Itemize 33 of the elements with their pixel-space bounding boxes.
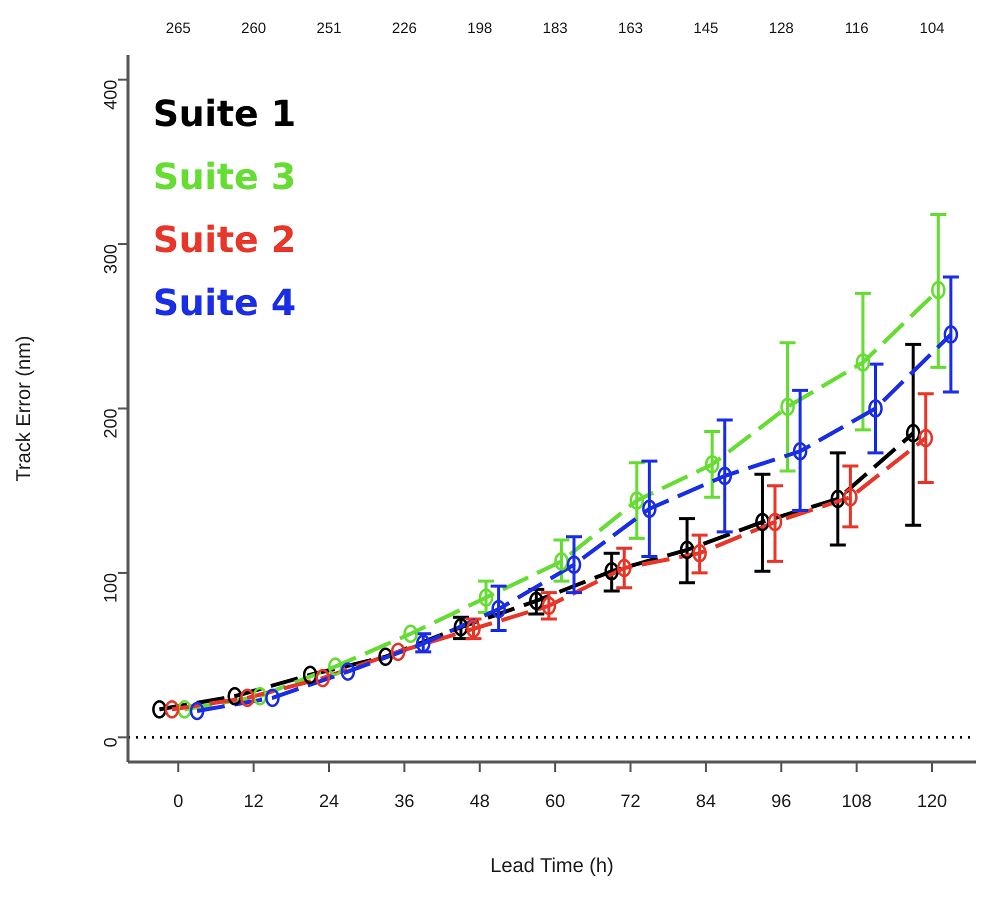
text: 260: [241, 20, 266, 37]
text: 145: [693, 20, 718, 37]
x-tick-label: 84: [696, 790, 716, 811]
x-tick-label: 120: [917, 790, 948, 811]
text: 251: [316, 20, 342, 37]
y-tick-label: 0: [100, 737, 120, 748]
text: Suite 4: [153, 282, 296, 326]
y-axis-title: Track Error (nm): [13, 336, 36, 482]
text: 104: [920, 20, 945, 37]
x-tick-label: 36: [394, 790, 414, 811]
x-tick-label: 72: [620, 790, 641, 811]
text: 226: [392, 20, 417, 37]
text: 116: [844, 20, 869, 37]
x-tick-label: 96: [771, 790, 792, 811]
y-tick-label: 100: [100, 572, 120, 603]
y-tick-label: 200: [100, 408, 120, 439]
text: Suite 3: [153, 156, 296, 200]
text: Suite 1: [153, 93, 296, 137]
text: 198: [467, 20, 492, 37]
x-tick-label: 108: [842, 790, 872, 811]
text: 183: [542, 20, 568, 37]
text: 128: [768, 20, 794, 37]
text: Suite 2: [153, 219, 296, 263]
text: 163: [618, 20, 644, 37]
y-tick-label: 400: [100, 80, 120, 110]
x-tick-label: 48: [470, 790, 490, 811]
x-axis-title: Lead Time (h): [490, 855, 614, 877]
text: 265: [166, 20, 191, 37]
x-tick-label: 60: [545, 790, 566, 811]
x-tick-label: 24: [318, 790, 340, 811]
y-tick-label: 300: [100, 244, 120, 274]
x-tick-label: 0: [173, 790, 184, 811]
x-tick-label: 12: [244, 790, 264, 811]
